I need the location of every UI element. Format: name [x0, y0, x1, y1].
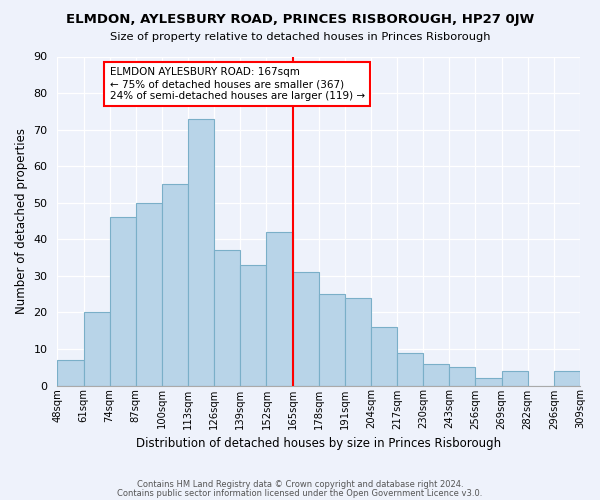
Bar — [319, 294, 345, 386]
Bar — [110, 218, 136, 386]
Text: ELMDON AYLESBURY ROAD: 167sqm
← 75% of detached houses are smaller (367)
24% of : ELMDON AYLESBURY ROAD: 167sqm ← 75% of d… — [110, 68, 365, 100]
Bar — [449, 367, 475, 386]
Bar — [397, 352, 423, 386]
Bar — [214, 250, 241, 386]
Bar — [58, 360, 83, 386]
Bar — [266, 232, 293, 386]
Y-axis label: Number of detached properties: Number of detached properties — [15, 128, 28, 314]
Bar — [475, 378, 502, 386]
Bar — [241, 265, 266, 386]
Bar — [502, 371, 528, 386]
Bar — [423, 364, 449, 386]
Text: Size of property relative to detached houses in Princes Risborough: Size of property relative to detached ho… — [110, 32, 490, 42]
Text: ELMDON, AYLESBURY ROAD, PRINCES RISBOROUGH, HP27 0JW: ELMDON, AYLESBURY ROAD, PRINCES RISBOROU… — [66, 12, 534, 26]
Bar — [188, 118, 214, 386]
Text: Contains public sector information licensed under the Open Government Licence v3: Contains public sector information licen… — [118, 488, 482, 498]
Bar — [554, 371, 580, 386]
Bar — [345, 298, 371, 386]
Bar — [293, 272, 319, 386]
Bar — [162, 184, 188, 386]
Bar — [136, 202, 162, 386]
Bar — [83, 312, 110, 386]
Text: Contains HM Land Registry data © Crown copyright and database right 2024.: Contains HM Land Registry data © Crown c… — [137, 480, 463, 489]
X-axis label: Distribution of detached houses by size in Princes Risborough: Distribution of detached houses by size … — [136, 437, 501, 450]
Bar — [371, 327, 397, 386]
